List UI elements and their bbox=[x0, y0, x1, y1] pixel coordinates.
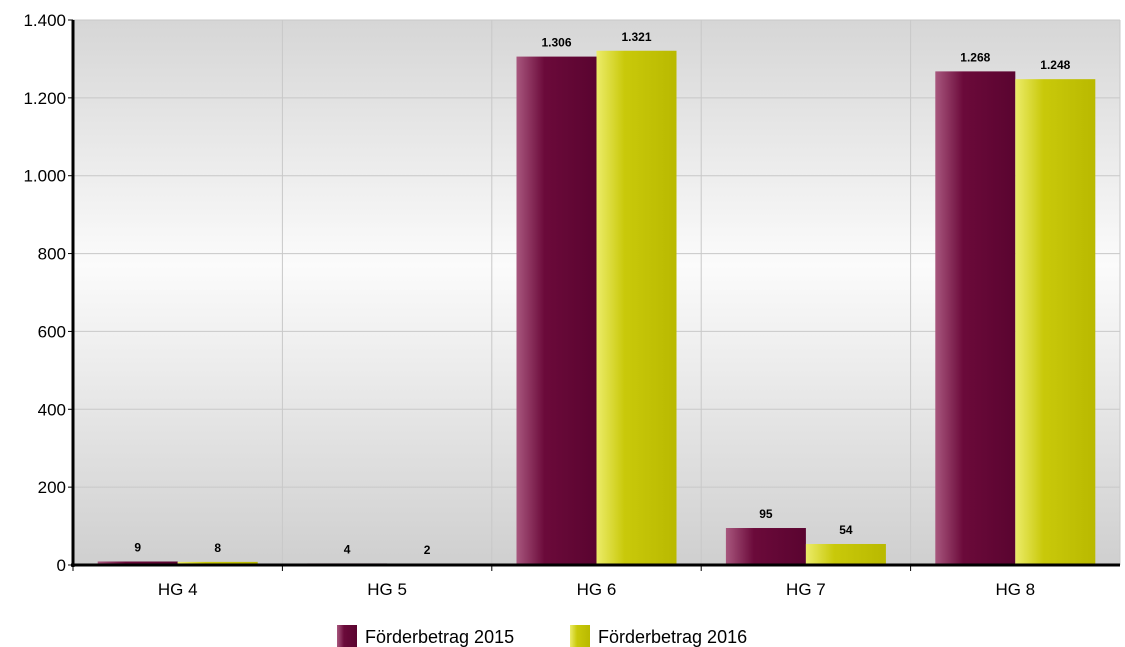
data-label: 95 bbox=[759, 507, 773, 521]
legend: Förderbetrag 2015 Förderbetrag 2016 bbox=[337, 625, 747, 647]
x-axis-ticks: HG 4 HG 5 HG 6 HG 7 HG 8 bbox=[72, 565, 1035, 599]
y-tick-label: 200 bbox=[38, 478, 66, 497]
y-tick-label: 800 bbox=[38, 245, 66, 264]
legend-label: Förderbetrag 2016 bbox=[598, 627, 747, 647]
x-tick-label: HG 7 bbox=[786, 580, 826, 599]
bar-foerderbetrag-2016 bbox=[805, 543, 886, 565]
data-label: 1.321 bbox=[621, 30, 651, 44]
y-axis-ticks: 0 200 400 600 800 1.000 1.200 1.400 bbox=[23, 11, 73, 575]
y-tick-label: 1.200 bbox=[23, 89, 66, 108]
data-label: 54 bbox=[839, 523, 853, 537]
data-label: 4 bbox=[344, 542, 351, 556]
bar-foerderbetrag-2015 bbox=[725, 528, 806, 565]
bar-foerderbetrag-2016 bbox=[1015, 79, 1096, 566]
bar-foerderbetrag-2016 bbox=[596, 50, 677, 566]
y-tick-label: 1.400 bbox=[23, 11, 66, 30]
bars: 9 8 4 2 1.306 1.321 95 54 1.268 1.248 bbox=[97, 30, 1096, 566]
x-tick-label: HG 6 bbox=[577, 580, 617, 599]
axes bbox=[71, 20, 1120, 567]
data-label: 1.248 bbox=[1040, 58, 1070, 72]
data-label: 9 bbox=[134, 540, 141, 554]
y-tick-label: 600 bbox=[38, 322, 66, 341]
y-tick-label: 1.000 bbox=[23, 167, 66, 186]
x-tick-label: HG 5 bbox=[367, 580, 407, 599]
data-label: 2 bbox=[424, 543, 431, 557]
x-tick-label: HG 8 bbox=[995, 580, 1035, 599]
data-label: 1.306 bbox=[541, 36, 571, 50]
data-label: 1.268 bbox=[960, 50, 990, 64]
data-label: 8 bbox=[214, 541, 221, 555]
legend-swatch bbox=[337, 625, 357, 647]
y-tick-label: 0 bbox=[57, 556, 66, 575]
y-tick-label: 400 bbox=[38, 400, 66, 419]
bar-foerderbetrag-2015 bbox=[97, 561, 178, 565]
bar-foerderbetrag-2015 bbox=[935, 71, 1016, 565]
legend-label: Förderbetrag 2015 bbox=[365, 627, 514, 647]
legend-swatch bbox=[570, 625, 590, 647]
x-tick-label: HG 4 bbox=[158, 580, 198, 599]
bar-foerderbetrag-2016 bbox=[177, 561, 258, 565]
bar-foerderbetrag-2015 bbox=[516, 56, 597, 565]
